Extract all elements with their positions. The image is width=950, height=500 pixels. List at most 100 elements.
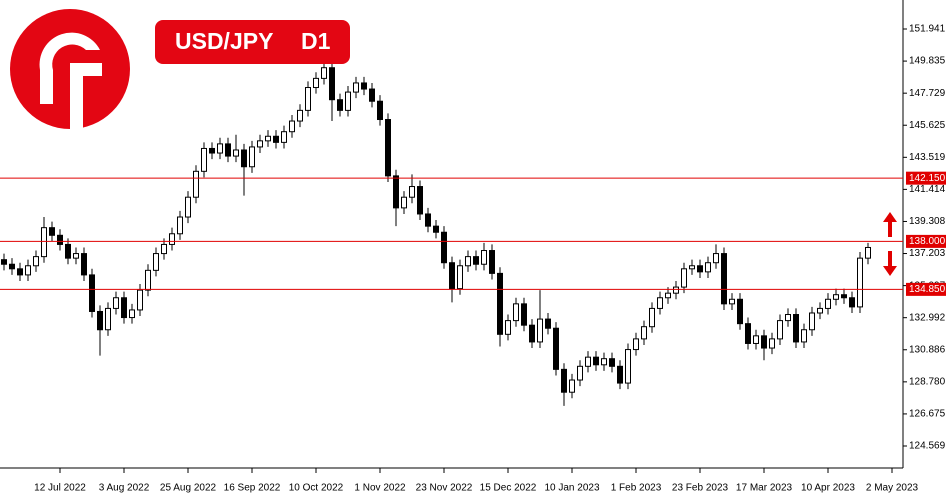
candle-body	[489, 250, 495, 274]
candle-body	[393, 175, 399, 209]
plot-area	[1, 60, 871, 406]
candle-body	[609, 358, 615, 367]
candle-body	[113, 297, 119, 309]
level-tag	[906, 282, 946, 296]
level-label: 134.850	[909, 284, 946, 295]
candle-body	[49, 227, 55, 236]
x-tick-label: 17 Mar 2023	[736, 483, 793, 494]
candle-body	[377, 100, 383, 121]
candle-body	[129, 309, 135, 319]
x-tick-label: 10 Oct 2022	[289, 483, 344, 494]
candle-body	[841, 294, 847, 299]
candle-body	[753, 335, 759, 344]
candle-body	[809, 312, 815, 331]
x-tick-label: 25 Aug 2022	[160, 483, 217, 494]
candle-body	[769, 338, 775, 349]
candle-body	[137, 289, 143, 311]
candle-body	[353, 82, 359, 93]
candle-body	[561, 368, 567, 393]
candle-body	[193, 170, 199, 198]
candle-body	[225, 143, 231, 157]
candle-body	[817, 307, 823, 314]
candle-body	[865, 246, 871, 259]
logo	[10, 9, 130, 129]
candle-body	[673, 286, 679, 294]
candle-body	[513, 303, 519, 322]
candle-body	[73, 253, 79, 259]
candle-body	[665, 292, 671, 299]
x-tick-label: 23 Nov 2022	[416, 483, 473, 494]
candle-body	[209, 147, 215, 154]
candle-body	[145, 269, 151, 291]
candle-body	[273, 135, 279, 143]
candle-body	[249, 146, 255, 168]
y-tick-label: 126.675	[909, 409, 946, 420]
x-tick-label: 12 Jul 2022	[34, 483, 86, 494]
candle-body	[681, 268, 687, 288]
candle-body	[33, 256, 39, 267]
arrow-up	[883, 212, 897, 237]
level-tag	[906, 234, 946, 248]
candle-body	[505, 320, 511, 335]
candle-body	[641, 326, 647, 340]
y-tick-label: 145.625	[909, 120, 946, 131]
x-tick-label: 1 Nov 2022	[354, 483, 406, 494]
candle-body	[593, 356, 599, 366]
candle-body	[313, 77, 319, 89]
candle-body	[633, 338, 639, 351]
x-tick-label: 23 Feb 2023	[672, 483, 729, 494]
candle-body	[41, 227, 47, 258]
candle-body	[169, 233, 175, 245]
candle-body	[537, 318, 543, 343]
candle-body	[553, 327, 559, 370]
candle-body	[793, 314, 799, 343]
candle-body	[449, 262, 455, 290]
candle-body	[497, 272, 503, 335]
candle-body	[321, 67, 327, 79]
candle-body	[65, 243, 71, 259]
candle-body	[689, 265, 695, 270]
candle-body	[801, 329, 807, 343]
candle-body	[121, 297, 127, 319]
candle-body	[849, 297, 855, 308]
x-tick-label: 2 May 2023	[866, 483, 919, 494]
candle-body	[161, 243, 167, 255]
candle-body	[369, 88, 375, 102]
y-tick-label: 130.886	[909, 344, 946, 355]
candle-body	[521, 303, 527, 326]
candle-body	[281, 131, 287, 143]
candle-body	[401, 196, 407, 209]
x-tick-label: 10 Apr 2023	[801, 483, 855, 494]
candle-body	[569, 379, 575, 393]
candle-body	[713, 253, 719, 264]
candle-body	[473, 256, 479, 265]
candle-body	[649, 307, 655, 328]
candle-body	[25, 265, 31, 276]
candle-body	[601, 358, 607, 366]
candle-body	[857, 257, 863, 308]
candle-body	[465, 256, 471, 267]
x-tick-label: 3 Aug 2022	[99, 483, 150, 494]
candle-body	[697, 265, 703, 273]
candle-body	[777, 320, 783, 340]
x-tick-label: 10 Jan 2023	[544, 483, 599, 494]
candle-body	[585, 356, 591, 367]
y-tick-label: 139.308	[909, 216, 946, 227]
y-tick-label: 149.835	[909, 56, 946, 67]
candle-body	[185, 196, 191, 218]
level-label: 138.000	[909, 236, 946, 247]
timeframe: D1	[301, 28, 331, 54]
candle-body	[617, 365, 623, 384]
candle-body	[657, 297, 663, 309]
arrow-down	[883, 251, 897, 276]
candle-body	[297, 109, 303, 122]
x-tick-label: 1 Feb 2023	[611, 483, 662, 494]
symbol-badge	[155, 20, 350, 64]
candle-body	[721, 253, 727, 305]
candle-body	[177, 216, 183, 235]
y-tick-label: 128.780	[909, 376, 946, 387]
candle-body	[337, 99, 343, 111]
candle-body	[289, 120, 295, 133]
candle-body	[833, 294, 839, 300]
